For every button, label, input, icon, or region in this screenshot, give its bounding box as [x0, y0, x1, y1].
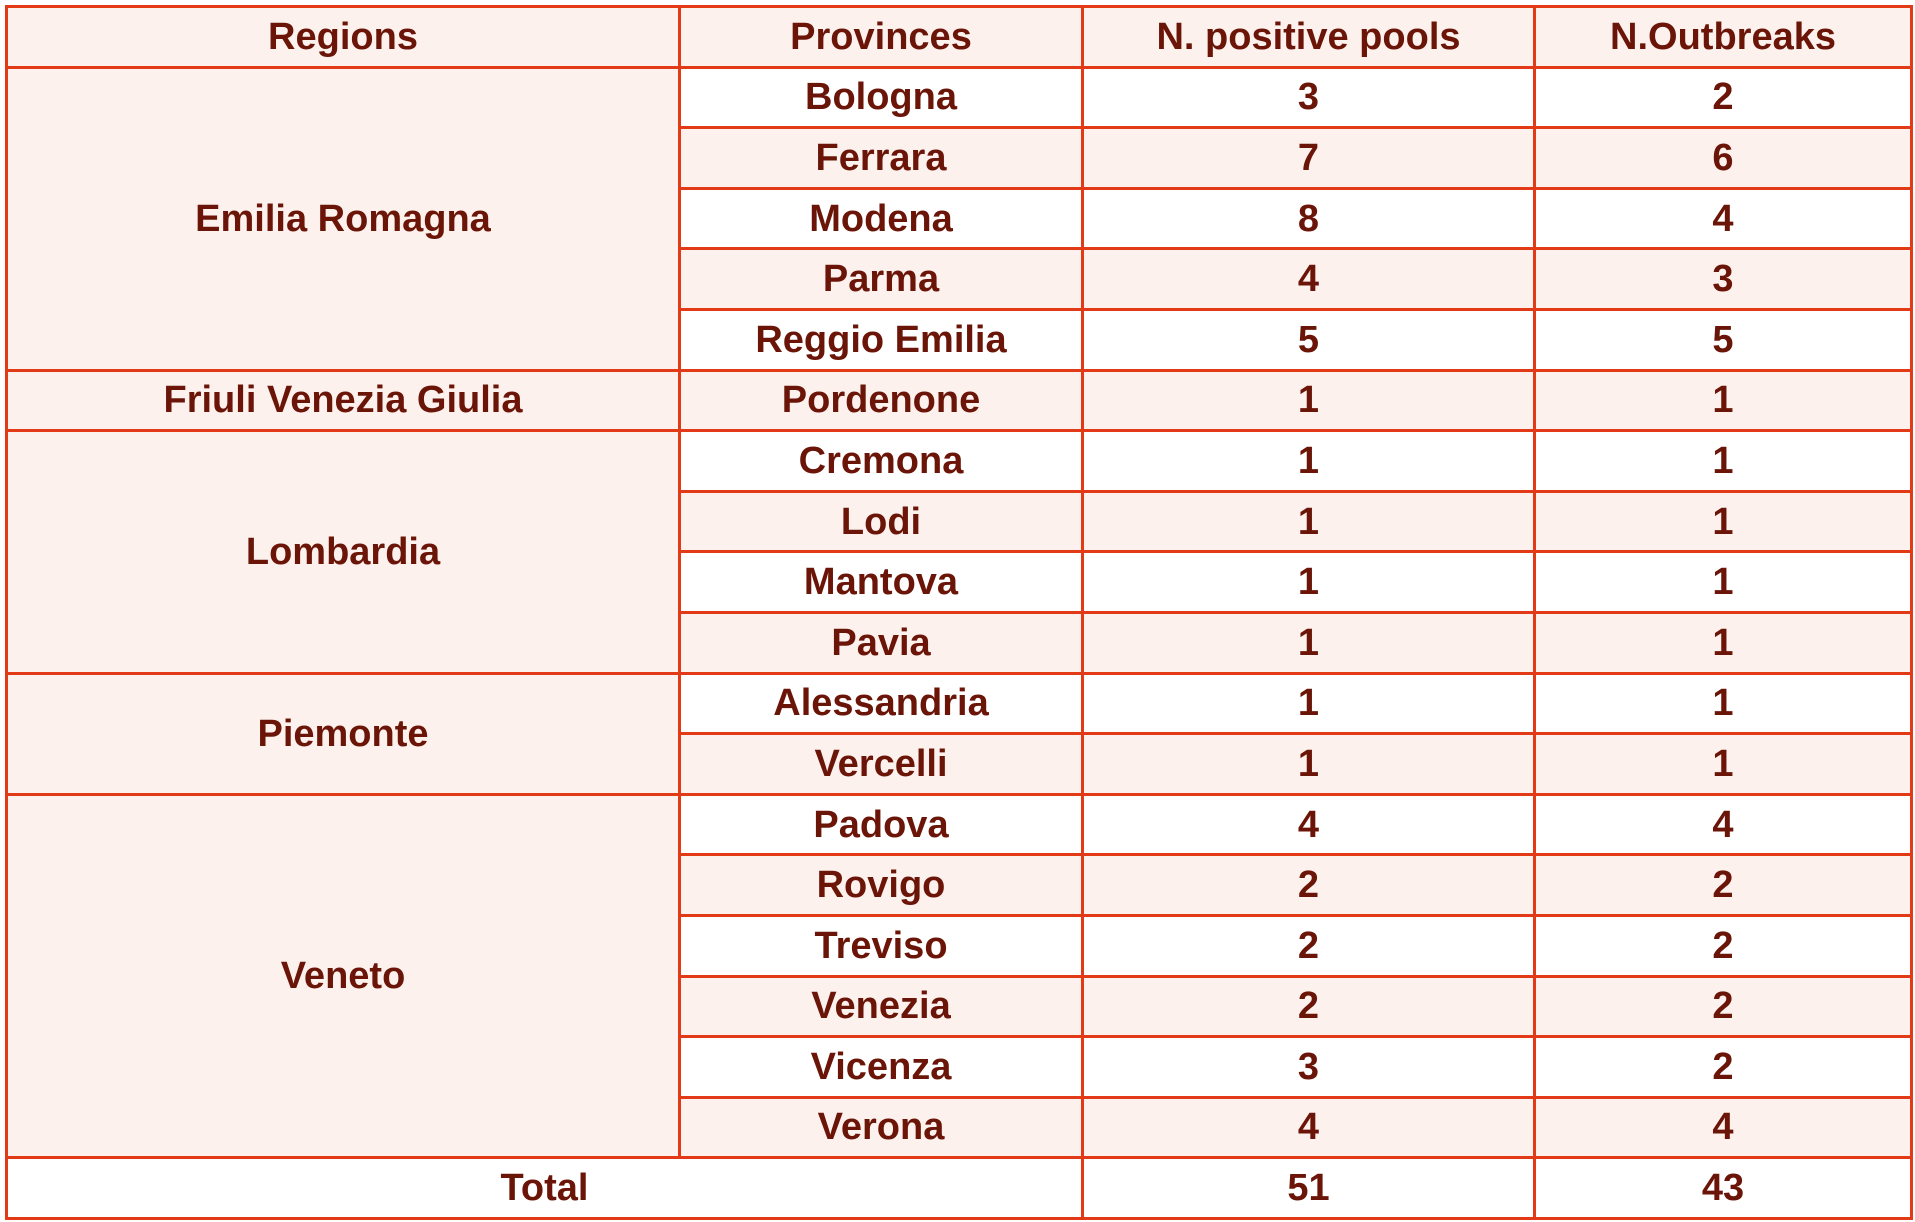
region-cell: Lombardia — [5, 429, 681, 675]
outbreaks-cell: 1 — [1533, 671, 1913, 736]
province-cell: Alessandria — [678, 671, 1084, 736]
region-cell: Piemonte — [5, 671, 681, 796]
province-cell: Reggio Emilia — [678, 307, 1084, 372]
outbreaks-cell: 1 — [1533, 550, 1913, 614]
region-cell: Veneto — [5, 792, 681, 1160]
outbreaks-cell: 2 — [1533, 853, 1913, 917]
province-cell: Lodi — [678, 489, 1084, 554]
province-cell: Pordenone — [678, 368, 1084, 433]
province-cell: Pavia — [678, 610, 1084, 675]
province-cell: Verona — [678, 1095, 1084, 1160]
table-row: Rovigo 2 2 — [6, 853, 1913, 917]
region-cell: Friuli Venezia Giulia — [5, 368, 681, 433]
positive-pools-cell: 4 — [1081, 792, 1536, 857]
total-positive-pools: 51 — [1081, 1156, 1536, 1220]
province-cell: Mantova — [678, 550, 1084, 614]
province-cell: Bologna — [678, 65, 1084, 130]
outbreaks-cell: 4 — [1533, 792, 1913, 857]
outbreaks-cell: 1 — [1533, 368, 1913, 433]
region-cell: Emilia Romagna — [5, 65, 681, 372]
province-cell: Venezia — [678, 974, 1084, 1039]
total-outbreaks: 43 — [1533, 1156, 1913, 1220]
province-cell: Treviso — [678, 913, 1084, 978]
province-cell: Ferrara — [678, 126, 1084, 190]
positive-pools-cell: 4 — [1081, 247, 1536, 311]
table-row: Piemonte Alessandria 1 1 — [5, 671, 1913, 796]
outbreaks-cell: 4 — [1533, 186, 1913, 251]
header-outbreaks: N.Outbreaks — [1533, 5, 1913, 69]
outbreaks-table: Regions Provinces N. positive pools N.Ou… — [5, 5, 1913, 1220]
outbreaks-cell: 1 — [1533, 610, 1913, 675]
positive-pools-cell: 3 — [1081, 65, 1536, 130]
outbreaks-cell: 5 — [1533, 307, 1913, 372]
table-row: Treviso 2 2 — [6, 913, 1913, 978]
positive-pools-cell: 1 — [1081, 671, 1536, 736]
province-cell: Modena — [678, 186, 1084, 251]
outbreaks-cell: 1 — [1533, 489, 1913, 554]
positive-pools-cell: 5 — [1081, 307, 1536, 372]
province-cell: Vicenza — [678, 1035, 1084, 1099]
province-cell: Rovigo — [678, 853, 1084, 917]
outbreaks-cell: 4 — [1533, 1095, 1913, 1160]
header-provinces: Provinces — [678, 5, 1084, 69]
header-row: Regions Provinces N. positive pools N.Ou… — [5, 5, 1913, 69]
positive-pools-cell: 1 — [1081, 489, 1536, 554]
positive-pools-cell: 3 — [1081, 1035, 1536, 1099]
table-row: Emilia Romagna Bologna 3 2 — [5, 65, 1913, 372]
table-row: Lombardia Cremona 1 1 — [5, 429, 1913, 675]
positive-pools-cell: 1 — [1081, 429, 1536, 493]
positive-pools-cell: 7 — [1081, 126, 1536, 190]
positive-pools-cell: 2 — [1081, 913, 1536, 978]
positive-pools-cell: 2 — [1081, 853, 1536, 917]
positive-pools-cell: 1 — [1081, 368, 1536, 433]
header-regions: Regions — [5, 5, 681, 69]
table-body: Emilia Romagna Bologna 3 2 Ferrara 7 6 Modena 8 4… — [5, 65, 1913, 1160]
positive-pools-cell: 1 — [1081, 732, 1536, 796]
positive-pools-cell: 4 — [1081, 1095, 1536, 1160]
province-cell: Parma — [678, 247, 1084, 311]
table-row: Reggio Emilia 5 5 — [6, 307, 1913, 372]
positive-pools-cell: 1 — [1081, 610, 1536, 675]
outbreaks-cell: 1 — [1533, 732, 1913, 796]
table-row: Friuli Venezia Giulia Pordenone 1 1 — [5, 368, 1913, 433]
positive-pools-cell: 1 — [1081, 550, 1536, 614]
outbreaks-cell: 2 — [1533, 913, 1913, 978]
outbreaks-cell: 2 — [1533, 1035, 1913, 1099]
table-row: Ferrara 7 6 — [6, 126, 1913, 190]
outbreaks-cell: 1 — [1533, 429, 1913, 493]
province-cell: Cremona — [678, 429, 1084, 493]
total-label: Total — [5, 1156, 1084, 1220]
positive-pools-cell: 2 — [1081, 974, 1536, 1039]
total-row: Total 51 43 — [5, 1156, 1913, 1220]
outbreaks-cell: 2 — [1533, 974, 1913, 1039]
outbreaks-cell: 2 — [1533, 65, 1913, 130]
province-cell: Padova — [678, 792, 1084, 857]
table-row: Veneto Padova 4 4 — [5, 792, 1913, 1160]
outbreaks-cell: 3 — [1533, 247, 1913, 311]
outbreaks-cell: 6 — [1533, 126, 1913, 190]
positive-pools-cell: 8 — [1081, 186, 1536, 251]
header-positive-pools: N. positive pools — [1081, 5, 1536, 69]
province-cell: Vercelli — [678, 732, 1084, 796]
